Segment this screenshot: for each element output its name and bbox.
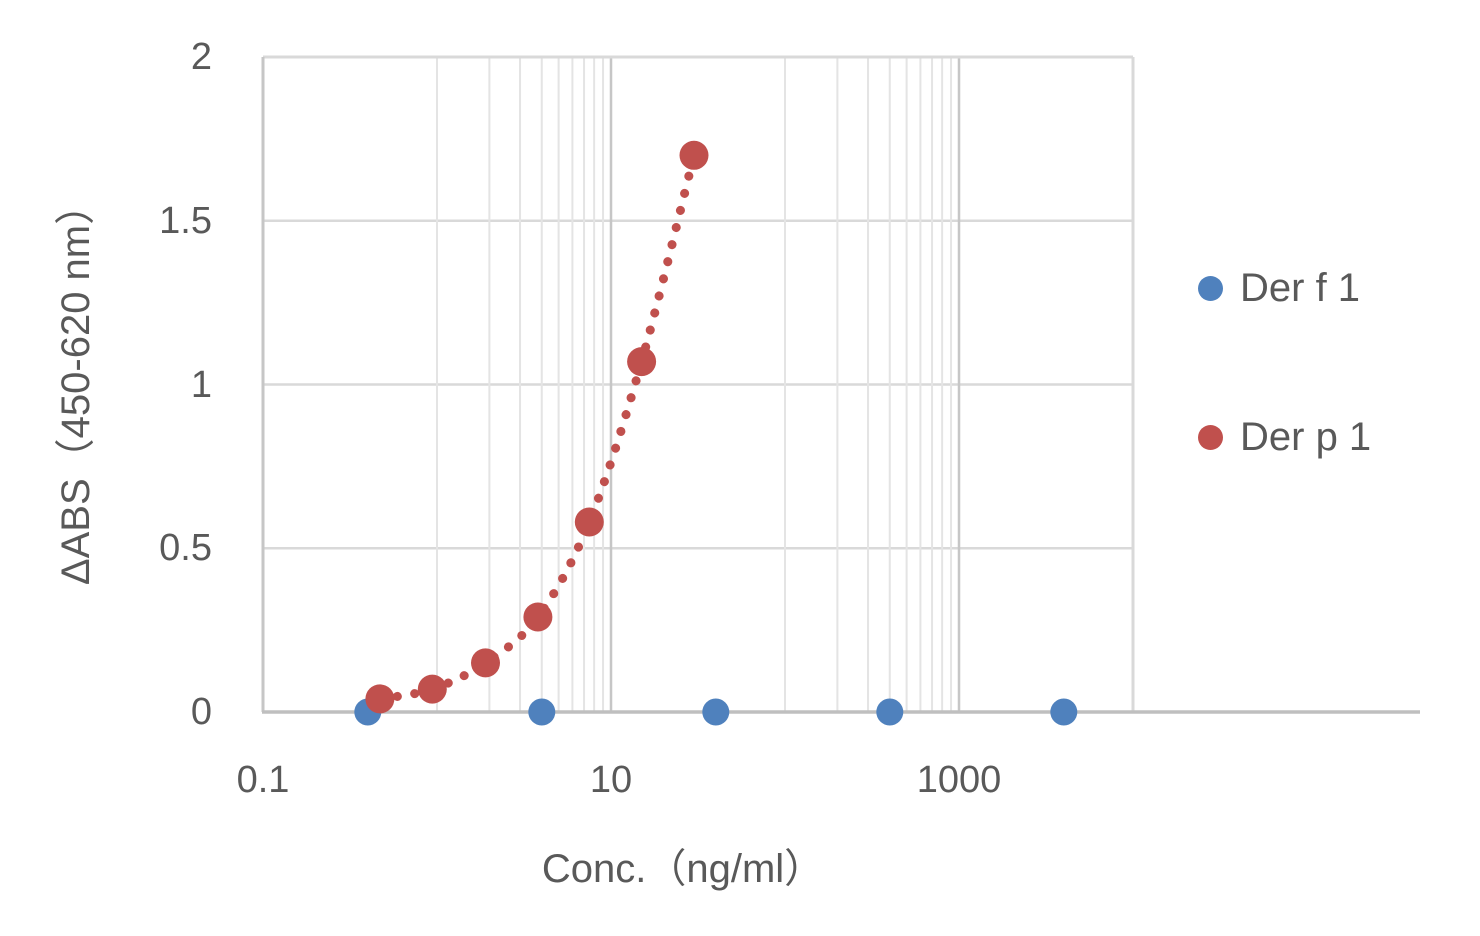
data-point-der-p-1-6 — [679, 140, 709, 170]
vertical-minor-gridlines — [436, 57, 953, 712]
vertical-major-gridlines — [609, 57, 961, 712]
plot-border — [261, 55, 1420, 714]
data-point-der-p-1-1 — [417, 674, 447, 704]
legend-item-der-p-1: Der p 1 — [1198, 412, 1371, 462]
x-tick-label-1000: 1000 — [916, 759, 1002, 801]
x-tick-label-0.1: 0.1 — [236, 759, 290, 801]
data-point-der-f-1-1 — [528, 698, 556, 726]
legend-item-der-f-1: Der f 1 — [1198, 263, 1360, 313]
x-tick-label-10: 10 — [589, 759, 633, 801]
data-point-der-f-1-4 — [1050, 698, 1078, 726]
legend-marker-der-p-1-icon — [1198, 424, 1223, 450]
y-tick-label-2: 2 — [190, 36, 212, 78]
data-point-der-p-1-3 — [523, 602, 553, 632]
series-line-1 — [375, 150, 699, 704]
data-point-der-p-1-4 — [574, 507, 604, 537]
legend-marker-der-f-1-icon — [1198, 275, 1223, 301]
y-tick-label-1.5: 1.5 — [159, 199, 212, 242]
series-der-f-1 — [354, 698, 1078, 726]
y-tick-label-1: 1 — [190, 363, 212, 406]
data-point-der-p-1-2 — [471, 648, 500, 678]
y-tick-label-0: 0 — [190, 691, 212, 733]
series-der-p-1 — [365, 140, 709, 714]
data-point-der-p-1-0 — [365, 684, 395, 714]
horizontal-gridlines — [263, 219, 1133, 550]
y-tick-label-0.5: 0.5 — [159, 527, 212, 570]
data-point-der-p-1-5 — [627, 347, 657, 377]
x-axis-title: Conc.（ng/ml） — [541, 847, 825, 891]
data-point-der-f-1-2 — [702, 698, 730, 726]
legend-label-der-p-1: Der p 1 — [1240, 414, 1372, 459]
legend-label-der-f-1: Der f 1 — [1240, 265, 1361, 310]
data-point-der-f-1-3 — [876, 698, 904, 726]
